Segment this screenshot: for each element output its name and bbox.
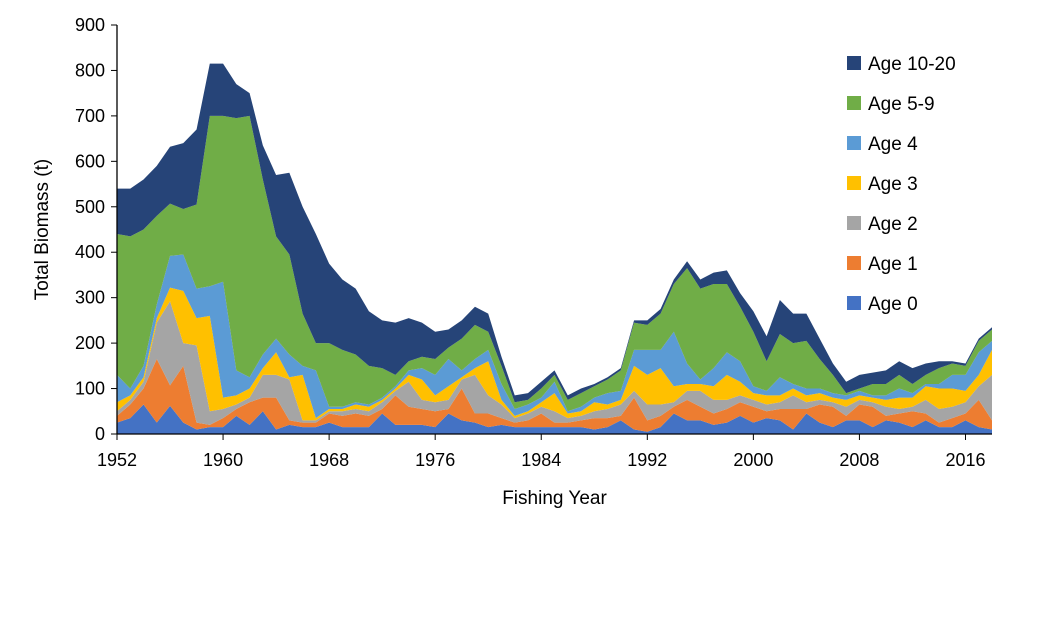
legend-label-age-2: Age 2 bbox=[868, 214, 918, 235]
x-tick-label: 1952 bbox=[97, 450, 137, 470]
area-age-5-9 bbox=[117, 115, 992, 412]
y-tick-label: 700 bbox=[75, 106, 105, 126]
y-tick-label: 0 bbox=[95, 424, 105, 444]
area-age-2 bbox=[117, 301, 992, 425]
x-tick-label: 1984 bbox=[521, 450, 561, 470]
x-tick-label: 1992 bbox=[627, 450, 667, 470]
legend-label-age-1: Age 1 bbox=[868, 254, 918, 275]
x-tick-label: 1976 bbox=[415, 450, 455, 470]
legend-swatch-age-4 bbox=[847, 136, 861, 150]
legend-label-age-4: Age 4 bbox=[868, 134, 918, 155]
x-axis-title: Fishing Year bbox=[502, 488, 607, 509]
y-axis-title: Total Biomass (t) bbox=[32, 159, 53, 300]
y-tick-label: 300 bbox=[75, 288, 105, 308]
y-tick-label: 600 bbox=[75, 151, 105, 171]
legend-swatch-age-1 bbox=[847, 256, 861, 270]
legend: Age 10-20 Age 5-9 Age 4 Age 3 Age 2 Age 1 Age … bbox=[847, 54, 956, 315]
legend-label-age-3: Age 3 bbox=[868, 174, 918, 195]
legend-swatch-age-3 bbox=[847, 176, 861, 190]
legend-swatch-age-5-9 bbox=[847, 96, 861, 110]
y-tick-label: 900 bbox=[75, 15, 105, 35]
x-tick-label: 2008 bbox=[839, 450, 879, 470]
legend-label-age-0: Age 0 bbox=[868, 294, 918, 315]
x-tick-labels: 1952 1960 1968 1976 1984 1992 2000 2008 2016 bbox=[97, 434, 986, 470]
area-age-1 bbox=[117, 359, 992, 432]
x-tick-label: 1960 bbox=[203, 450, 243, 470]
legend-swatch-age-2 bbox=[847, 216, 861, 230]
y-tick-label: 400 bbox=[75, 242, 105, 262]
legend-label-age-5-9: Age 5-9 bbox=[868, 94, 935, 115]
x-tick-label: 2016 bbox=[945, 450, 985, 470]
legend-label-age-10-20: Age 10-20 bbox=[868, 54, 956, 75]
y-tick-label: 200 bbox=[75, 333, 105, 353]
x-tick-label: 2000 bbox=[733, 450, 773, 470]
y-tick-labels: 0 100 200 300 400 500 600 700 800 900 bbox=[75, 15, 117, 444]
area-series-group bbox=[117, 63, 992, 434]
axes-group bbox=[116, 25, 992, 435]
x-tick-label: 1968 bbox=[309, 450, 349, 470]
area-age-10-20 bbox=[117, 63, 992, 403]
y-tick-label: 100 bbox=[75, 379, 105, 399]
y-tick-label: 500 bbox=[75, 197, 105, 217]
legend-swatch-age-0 bbox=[847, 296, 861, 310]
area-age-3 bbox=[117, 287, 992, 421]
legend-swatch-age-10-20 bbox=[847, 56, 861, 70]
area-age-0 bbox=[117, 404, 992, 434]
area-age-4 bbox=[117, 254, 992, 419]
y-tick-label: 800 bbox=[75, 60, 105, 80]
